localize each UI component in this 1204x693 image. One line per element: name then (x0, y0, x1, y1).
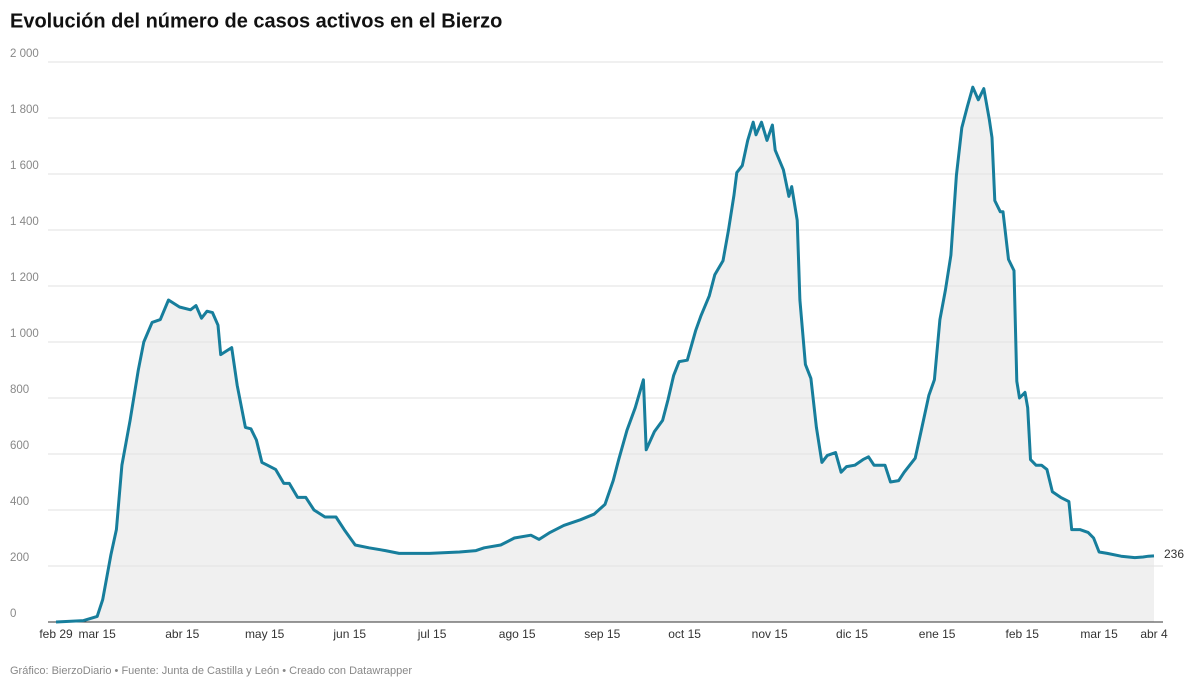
x-tick-label: nov 15 (752, 627, 788, 641)
y-tick-label: 2 000 (10, 48, 39, 60)
y-tick-label: 800 (10, 384, 29, 396)
y-tick-label: 200 (10, 552, 29, 564)
x-tick-label: jul 15 (417, 627, 447, 641)
x-tick-label: oct 15 (668, 627, 701, 641)
x-tick-label: jun 15 (332, 627, 366, 641)
x-tick-label: dic 15 (836, 627, 868, 641)
footer: Gráfico: BierzoDiario • Fuente: Junta de… (10, 665, 412, 677)
y-tick-label: 400 (10, 496, 29, 508)
x-tick-label: feb 29 (39, 627, 73, 641)
x-tick-label: ago 15 (499, 627, 536, 641)
chart-title: Evolución del número de casos activos en… (10, 10, 502, 32)
y-tick-label: 1 000 (10, 328, 39, 340)
y-tick-label: 1 600 (10, 160, 39, 172)
value-label: 236 (1164, 547, 1184, 561)
x-tick-label: ene 15 (919, 627, 956, 641)
y-tick-label: 0 (10, 608, 16, 620)
x-tick-label: may 15 (245, 627, 285, 641)
x-tick-label: abr 4 (1140, 627, 1168, 641)
x-tick-label: feb 15 (1006, 627, 1040, 641)
x-tick-label: abr 15 (165, 627, 199, 641)
x-tick-label: mar 15 (1080, 627, 1118, 641)
y-tick-label: 1 400 (10, 216, 39, 228)
area-fill (56, 87, 1154, 622)
y-tick-label: 600 (10, 440, 29, 452)
line (55, 85, 1155, 624)
y-tick-label: 1 800 (10, 104, 39, 116)
y-tick-label: 1 200 (10, 272, 39, 284)
x-tick-label: sep 15 (584, 627, 620, 641)
x-tick-label: mar 15 (78, 627, 116, 641)
